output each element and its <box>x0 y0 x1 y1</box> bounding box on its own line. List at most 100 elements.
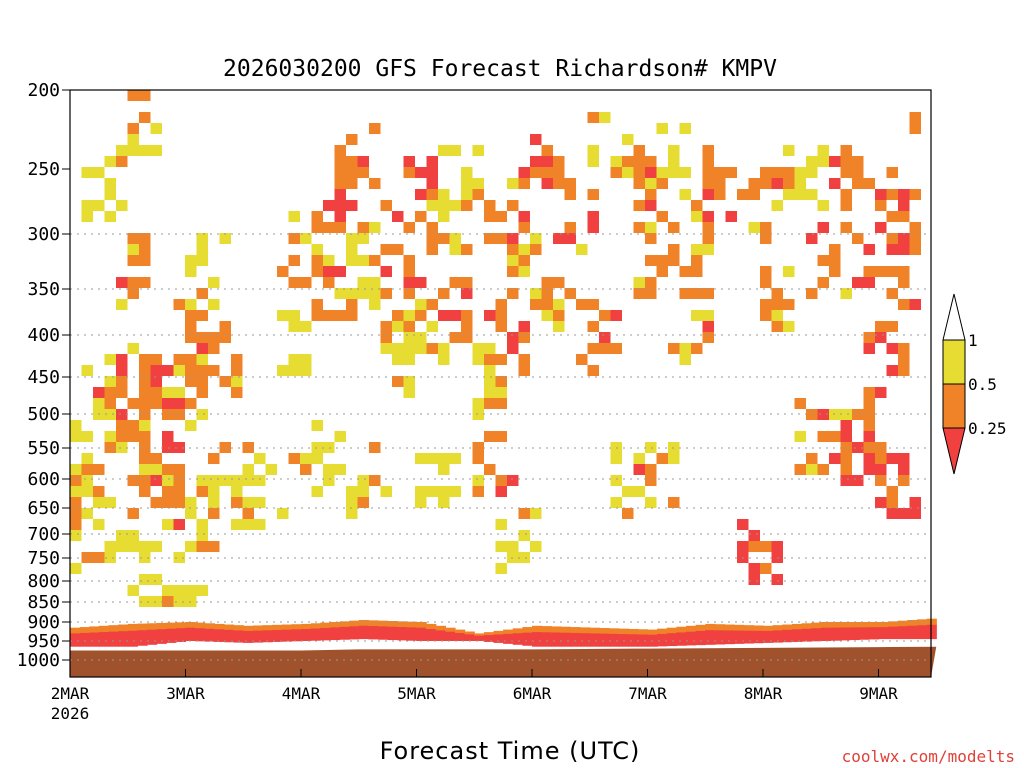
band-cell <box>98 632 110 647</box>
heatmap-cell <box>518 530 530 541</box>
heatmap-cell <box>702 156 714 167</box>
heatmap-cell <box>139 442 151 453</box>
heatmap-cell <box>898 453 910 464</box>
band-cell <box>464 634 475 641</box>
heatmap-cell <box>829 255 841 266</box>
band-cell <box>926 618 937 626</box>
heatmap-cell <box>656 178 668 189</box>
heatmap-cell <box>645 288 657 299</box>
heatmap-cell <box>794 464 806 475</box>
heatmap-cell <box>323 222 335 233</box>
heatmap-cell <box>81 211 93 222</box>
heatmap-cell <box>104 431 116 442</box>
band-cell <box>175 628 187 642</box>
heatmap-cell <box>208 453 220 464</box>
heatmap-cell <box>472 354 484 365</box>
heatmap-cell <box>518 552 530 563</box>
band-cell <box>840 627 851 641</box>
heatmap-cell <box>461 310 473 321</box>
heatmap-cell <box>840 167 852 178</box>
heatmap-cell <box>346 200 358 211</box>
band-cell <box>724 630 735 645</box>
heatmap-cell <box>875 321 887 332</box>
heatmap-cell <box>127 244 139 255</box>
heatmap-cell <box>875 189 887 200</box>
heatmap-cell <box>553 156 565 167</box>
band-cell <box>195 622 206 630</box>
heatmap-cell <box>691 244 703 255</box>
heatmap-cell <box>162 475 174 486</box>
heatmap-cell <box>507 233 519 244</box>
heatmap-cell <box>771 541 783 552</box>
band-cell <box>580 633 591 647</box>
heatmap-cell <box>208 475 220 486</box>
heatmap-cell <box>633 486 645 497</box>
heatmap-cell <box>633 464 645 475</box>
heatmap-cell <box>472 178 484 189</box>
heatmap-cell <box>70 420 82 431</box>
heatmap-cell <box>196 519 208 530</box>
band-cell <box>532 625 543 634</box>
heatmap-cell <box>81 167 93 178</box>
heatmap-cell <box>162 596 174 607</box>
heatmap-cell <box>323 277 335 288</box>
low-level-band <box>70 618 937 647</box>
heatmap-cell <box>162 464 174 475</box>
heatmap-cell <box>139 541 151 552</box>
heatmap-cell <box>898 277 910 288</box>
heatmap-cell <box>334 200 346 211</box>
heatmap-cell <box>70 497 82 508</box>
band-cell <box>175 622 187 630</box>
band-cell <box>897 620 908 628</box>
heatmap-cell <box>645 222 657 233</box>
band-cell <box>589 627 600 635</box>
heatmap-cell <box>748 563 760 574</box>
heatmap-cell <box>484 464 496 475</box>
heatmap-cell <box>438 453 450 464</box>
heatmap-cell <box>127 530 139 541</box>
heatmap-cell <box>898 266 910 277</box>
heatmap-cell <box>139 365 151 376</box>
heatmap-cell <box>691 266 703 277</box>
band-cell <box>878 622 889 628</box>
heatmap-cell <box>886 211 898 222</box>
band-cell <box>339 621 350 628</box>
heatmap-cell <box>886 486 898 497</box>
heatmap-cell <box>472 486 484 497</box>
heatmap-cell <box>495 233 507 244</box>
heatmap-cell <box>116 541 128 552</box>
heatmap-cell <box>70 486 82 497</box>
heatmap-cell <box>70 530 82 541</box>
heatmap-cell <box>886 365 898 376</box>
heatmap-cell <box>817 222 829 233</box>
heatmap-cell <box>898 189 910 200</box>
band-cell <box>224 624 235 631</box>
heatmap-cell <box>208 508 220 519</box>
heatmap-cell <box>702 222 714 233</box>
band-cell <box>252 630 264 643</box>
band-cell <box>378 620 389 628</box>
heatmap-cell <box>116 530 128 541</box>
heatmap-cell <box>863 332 875 343</box>
heatmap-cell <box>691 200 703 211</box>
heatmap-cell <box>415 332 427 343</box>
band-cell <box>166 628 177 643</box>
heatmap-cell <box>656 255 668 266</box>
heatmap-cell <box>277 508 289 519</box>
heatmap-cell <box>173 475 185 486</box>
heatmap-cell <box>553 310 565 321</box>
heatmap-cell <box>242 497 254 508</box>
heatmap-cell <box>461 189 473 200</box>
heatmap-cell <box>277 266 289 277</box>
heatmap-cell <box>415 310 427 321</box>
band-cell <box>262 625 273 632</box>
heatmap-cell <box>564 222 576 233</box>
heatmap-cell <box>610 310 622 321</box>
heatmap-cell <box>898 365 910 376</box>
heatmap-cell <box>737 541 749 552</box>
heatmap-cell <box>346 486 358 497</box>
heatmap-cell <box>771 167 783 178</box>
band-cell <box>714 624 726 632</box>
heatmap-cell <box>840 288 852 299</box>
